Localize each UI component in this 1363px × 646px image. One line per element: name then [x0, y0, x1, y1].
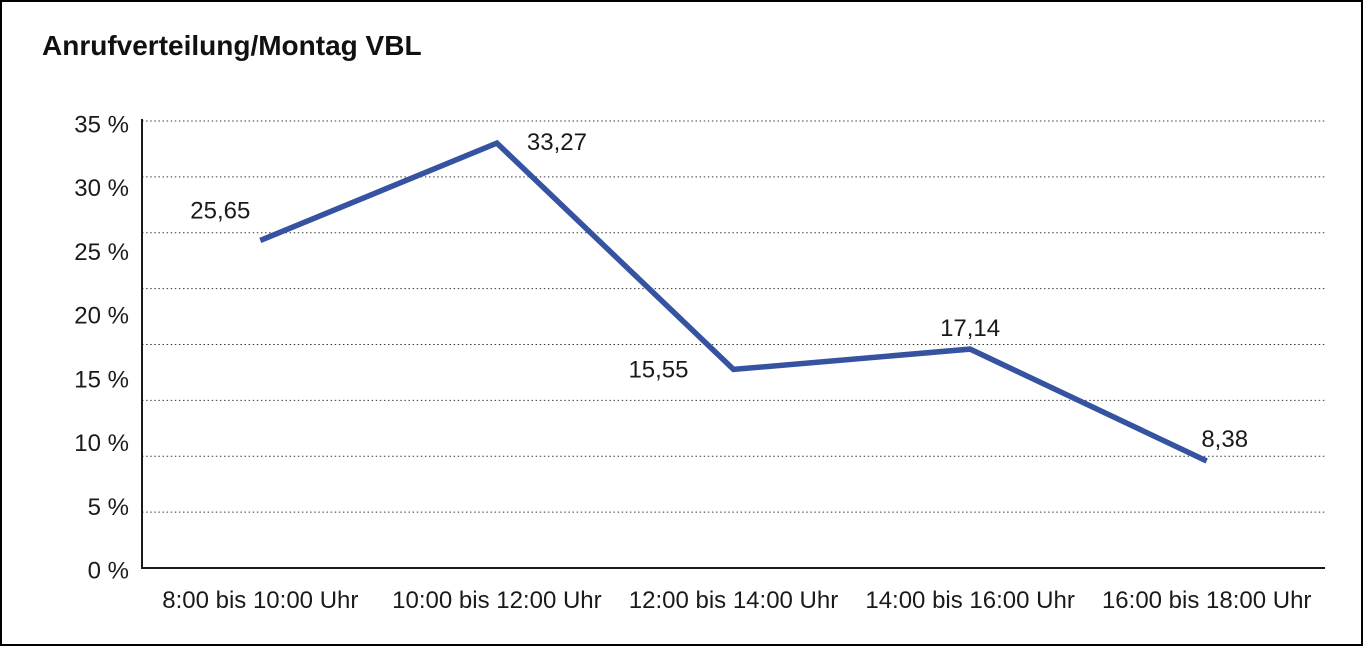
data-point-label: 8,38 [1201, 426, 1248, 453]
y-axis-tick-label: 25 % [74, 239, 129, 266]
y-axis-tick-label: 5 % [88, 494, 129, 521]
y-axis-tick-label: 0 % [88, 558, 129, 585]
y-axis-tick-label: 35 % [74, 112, 129, 139]
y-axis-tick-label: 10 % [74, 430, 129, 457]
data-point-label: 17,14 [940, 315, 1000, 342]
x-axis-category-label: 14:00 bis 16:00 Uhr [865, 587, 1074, 614]
y-axis-tick-label: 20 % [74, 303, 129, 330]
data-point-label: 15,55 [628, 356, 688, 383]
data-point-label: 33,27 [527, 129, 587, 156]
x-axis-category-label: 10:00 bis 12:00 Uhr [392, 587, 601, 614]
chart-title: Anrufverteilung/Montag VBL [42, 30, 422, 61]
series-line [259, 139, 1208, 464]
x-axis-category-label: 12:00 bis 14:00 Uhr [629, 587, 838, 614]
y-axis-tick-label: 15 % [74, 366, 129, 393]
y-axis-tick-label: 30 % [74, 175, 129, 202]
data-point-label: 25,65 [190, 197, 250, 224]
x-axis-category-label: 16:00 bis 18:00 Uhr [1102, 587, 1311, 614]
x-axis-category-label: 8:00 bis 10:00 Uhr [162, 587, 358, 614]
